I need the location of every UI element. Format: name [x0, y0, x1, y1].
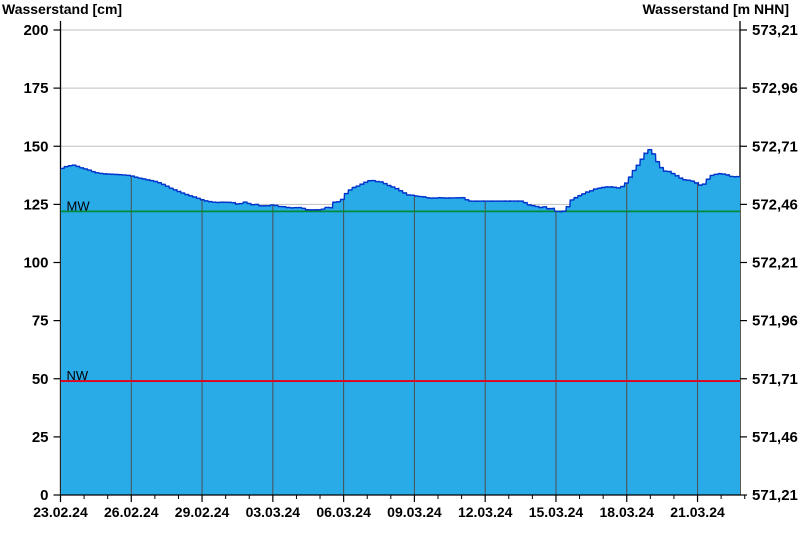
svg-text:12.03.24: 12.03.24: [458, 504, 513, 520]
svg-text:100: 100: [23, 255, 48, 272]
svg-text:06.03.24: 06.03.24: [316, 504, 371, 520]
svg-text:26.02.24: 26.02.24: [104, 504, 159, 520]
svg-text:09.03.24: 09.03.24: [387, 504, 442, 520]
svg-text:75: 75: [32, 313, 49, 330]
svg-text:NW: NW: [67, 368, 89, 383]
svg-text:572,71: 572,71: [752, 138, 798, 155]
svg-text:50: 50: [32, 371, 49, 388]
svg-text:573,21: 573,21: [752, 22, 798, 39]
svg-text:MW: MW: [67, 198, 91, 213]
svg-text:175: 175: [23, 80, 48, 97]
svg-text:200: 200: [23, 22, 48, 39]
svg-text:21.03.24: 21.03.24: [670, 504, 725, 520]
svg-text:29.02.24: 29.02.24: [175, 504, 230, 520]
svg-text:571,21: 571,21: [752, 487, 798, 504]
svg-text:571,96: 571,96: [752, 313, 798, 330]
svg-text:03.03.24: 03.03.24: [246, 504, 301, 520]
svg-text:23.02.24: 23.02.24: [33, 504, 88, 520]
svg-text:571,71: 571,71: [752, 371, 798, 388]
svg-text:150: 150: [23, 138, 48, 155]
svg-text:125: 125: [23, 196, 48, 213]
svg-text:18.03.24: 18.03.24: [600, 504, 655, 520]
svg-text:15.03.24: 15.03.24: [529, 504, 584, 520]
svg-text:572,21: 572,21: [752, 255, 798, 272]
svg-text:572,46: 572,46: [752, 196, 798, 213]
svg-text:0: 0: [40, 487, 48, 504]
svg-text:25: 25: [32, 429, 49, 446]
svg-text:572,96: 572,96: [752, 80, 798, 97]
svg-text:571,46: 571,46: [752, 429, 798, 446]
